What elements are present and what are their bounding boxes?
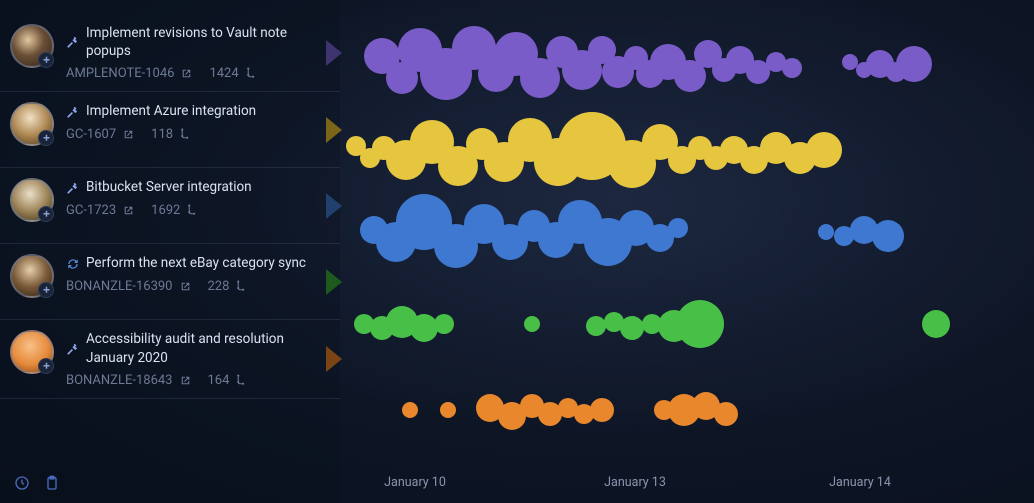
external-link-icon[interactable] — [179, 374, 192, 387]
avatar-badge-icon — [38, 130, 54, 146]
activity-bubble[interactable] — [806, 132, 842, 168]
avatar[interactable] — [10, 178, 54, 222]
task-id[interactable]: GC-1607 — [66, 127, 116, 142]
task-count: 1692 — [151, 203, 180, 218]
task-title[interactable]: Perform the next eBay category sync — [86, 254, 306, 272]
hammer-icon — [66, 105, 80, 119]
x-axis: January 10 January 13 January 14 — [340, 475, 1034, 497]
avatar[interactable] — [10, 254, 54, 298]
task-title[interactable]: Implement revisions to Vault note popups — [86, 24, 328, 60]
activity-bubble[interactable] — [922, 310, 950, 338]
external-link-icon[interactable] — [122, 204, 135, 217]
task-title[interactable]: Implement Azure integration — [86, 102, 256, 120]
clipboard-icon[interactable] — [44, 475, 60, 491]
external-link-icon[interactable] — [179, 280, 192, 293]
sync-icon — [66, 257, 80, 271]
task-row[interactable]: Implement Azure integration GC-1607 118 — [0, 92, 340, 168]
task-info: Implement Azure integration GC-1607 118 — [66, 102, 328, 141]
avatar-badge-icon — [38, 52, 54, 68]
footer-icons — [14, 475, 60, 491]
avatar[interactable] — [10, 330, 54, 374]
activity-bubble[interactable] — [586, 316, 606, 336]
activity-bubble[interactable] — [872, 220, 904, 252]
branch-icon[interactable] — [235, 374, 248, 387]
axis-label: January 14 — [829, 475, 891, 490]
activity-bubble[interactable] — [524, 316, 540, 332]
task-info: Perform the next eBay category sync BONAN… — [66, 254, 328, 293]
task-count: 228 — [208, 279, 230, 294]
task-meta: GC-1607 118 — [66, 127, 328, 142]
avatar-badge-icon — [38, 206, 54, 222]
swarm-row — [340, 410, 1034, 411]
activity-bubble[interactable] — [434, 314, 454, 334]
task-info: Accessibility audit and resolution Janua… — [66, 330, 328, 387]
swarm-row — [340, 324, 1034, 325]
hammer-icon — [66, 35, 80, 49]
task-title[interactable]: Accessibility audit and resolution Janua… — [86, 330, 328, 366]
task-meta: BONANZLE-16390 228 — [66, 279, 328, 294]
activity-bubble[interactable] — [782, 58, 802, 78]
task-id[interactable]: BONANZLE-16390 — [66, 279, 173, 294]
activity-bubble[interactable] — [818, 224, 834, 240]
task-id[interactable]: AMPLENOTE-1046 — [66, 66, 174, 81]
task-id[interactable]: BONANZLE-18643 — [66, 373, 173, 388]
branch-icon[interactable] — [179, 128, 192, 141]
task-row[interactable]: Implement revisions to Vault note popups… — [0, 14, 340, 92]
task-count: 118 — [151, 127, 173, 142]
task-info: Implement revisions to Vault note popups… — [66, 24, 328, 81]
avatar-badge-icon — [38, 282, 54, 298]
avatar[interactable] — [10, 24, 54, 68]
task-meta: GC-1723 1692 — [66, 203, 328, 218]
branch-icon[interactable] — [186, 204, 199, 217]
activity-bubble[interactable] — [620, 316, 644, 340]
activity-bubble[interactable] — [668, 218, 688, 238]
task-meta: BONANZLE-18643 164 — [66, 373, 328, 388]
external-link-icon[interactable] — [180, 67, 193, 80]
task-info: Bitbucket Server integration GC-1723 1692 — [66, 178, 328, 217]
task-meta: AMPLENOTE-1046 1424 — [66, 66, 328, 81]
task-title[interactable]: Bitbucket Server integration — [86, 178, 252, 196]
hammer-icon — [66, 181, 80, 195]
clock-icon[interactable] — [14, 475, 30, 491]
axis-label: January 13 — [604, 475, 666, 490]
task-row[interactable]: Perform the next eBay category sync BONAN… — [0, 244, 340, 320]
avatar[interactable] — [10, 102, 54, 146]
task-id[interactable]: GC-1723 — [66, 203, 116, 218]
activity-bubble[interactable] — [410, 314, 438, 342]
external-link-icon[interactable] — [122, 128, 135, 141]
hammer-icon — [66, 342, 80, 356]
timeline-panel: January 10 January 13 January 14 — [340, 0, 1034, 503]
activity-bubble[interactable] — [590, 398, 614, 422]
task-count: 164 — [208, 373, 230, 388]
activity-bubble[interactable] — [676, 300, 724, 348]
branch-icon[interactable] — [235, 280, 248, 293]
branch-icon[interactable] — [245, 67, 258, 80]
swarm-row — [340, 152, 1034, 153]
swarm-row — [340, 232, 1034, 233]
swarm-row — [340, 64, 1034, 65]
activity-bubble[interactable] — [402, 402, 418, 418]
activity-bubble[interactable] — [714, 402, 738, 426]
axis-label: January 10 — [384, 475, 446, 490]
activity-bubble[interactable] — [896, 46, 932, 82]
task-sidebar: Implement revisions to Vault note popups… — [0, 0, 340, 503]
task-count: 1424 — [209, 66, 238, 81]
avatar-badge-icon — [38, 358, 54, 374]
activity-bubble[interactable] — [440, 402, 456, 418]
task-row[interactable]: Accessibility audit and resolution Janua… — [0, 320, 340, 398]
task-row[interactable]: Bitbucket Server integration GC-1723 1692 — [0, 168, 340, 244]
